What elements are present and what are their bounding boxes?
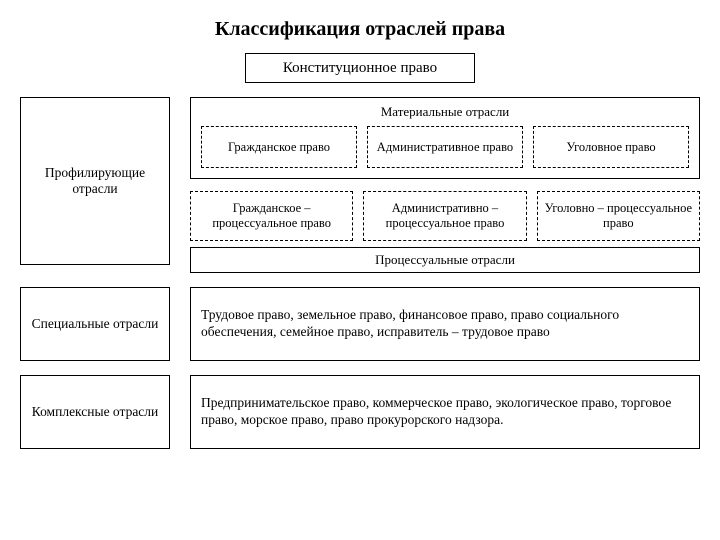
complex-label-box: Комплексные отрасли: [20, 375, 170, 449]
constitutional-box: Конституционное право: [245, 53, 475, 83]
main-grid: Профилирующие отрасли Материальные отрас…: [20, 97, 700, 273]
complex-text-box: Предпринимательское право, коммерческое …: [190, 375, 700, 449]
procedural-items: Гражданское – процессуальное право Админ…: [190, 191, 700, 241]
complex-row: Комплексные отрасли Предпринимательское …: [20, 375, 700, 449]
material-container: Материальные отрасли Гражданское право А…: [190, 97, 700, 179]
procedural-container: Гражданское – процессуальное право Админ…: [190, 191, 700, 273]
procedural-label: Процессуальные отрасли: [190, 247, 700, 273]
constitutional-row: Конституционное право: [20, 53, 700, 83]
material-item-criminal: Уголовное право: [533, 126, 689, 168]
procedural-item-admin: Административно – процессуальное право: [363, 191, 526, 241]
profiling-box: Профилирующие отрасли: [20, 97, 170, 265]
material-label: Материальные отрасли: [201, 104, 689, 120]
special-row: Специальные отрасли Трудовое право, земе…: [20, 287, 700, 361]
procedural-item-criminal: Уголовно – процессуальное право: [537, 191, 700, 241]
material-item-admin: Административное право: [367, 126, 523, 168]
right-stack: Материальные отрасли Гражданское право А…: [190, 97, 700, 273]
special-text-box: Трудовое право, земельное право, финансо…: [190, 287, 700, 361]
material-item-civil: Гражданское право: [201, 126, 357, 168]
procedural-item-civil: Гражданское – процессуальное право: [190, 191, 353, 241]
material-items: Гражданское право Административное право…: [201, 126, 689, 168]
special-label-box: Специальные отрасли: [20, 287, 170, 361]
diagram-title: Классификация отраслей права: [20, 18, 700, 41]
